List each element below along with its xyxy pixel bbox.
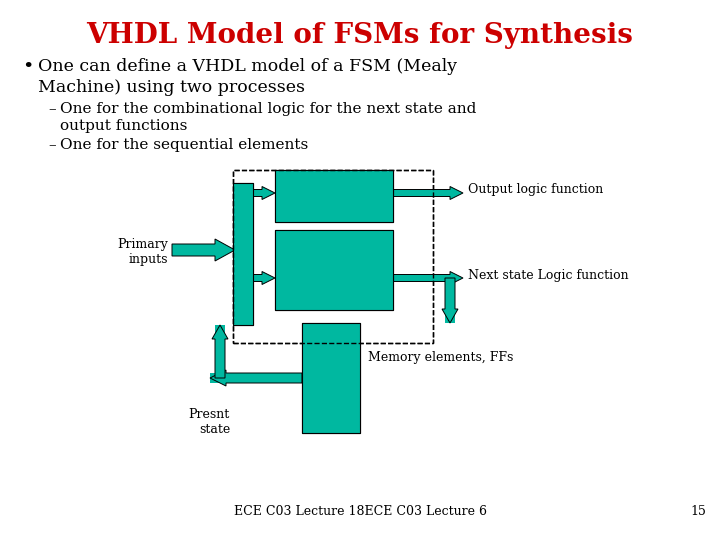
Bar xyxy=(233,170,433,343)
Text: One can define a VHDL model of a FSM (Mealy
Machine) using two processes: One can define a VHDL model of a FSM (Me… xyxy=(38,58,457,96)
Polygon shape xyxy=(172,239,235,261)
Text: –: – xyxy=(48,102,55,116)
Text: Presnt
state: Presnt state xyxy=(189,408,230,436)
Bar xyxy=(275,230,393,310)
Polygon shape xyxy=(393,186,463,199)
Text: Memory elements, FFs: Memory elements, FFs xyxy=(368,350,513,363)
Text: •: • xyxy=(22,58,33,76)
Bar xyxy=(275,170,393,222)
Bar xyxy=(215,325,225,378)
Bar xyxy=(302,323,360,433)
Polygon shape xyxy=(253,186,275,199)
Text: ECE C03 Lecture 18ECE C03 Lecture 6: ECE C03 Lecture 18ECE C03 Lecture 6 xyxy=(233,505,487,518)
Bar xyxy=(445,278,455,323)
Bar xyxy=(233,183,253,325)
Text: Next state Logic function: Next state Logic function xyxy=(468,268,629,281)
Text: –: – xyxy=(48,138,55,152)
Polygon shape xyxy=(212,325,228,378)
Bar xyxy=(275,170,393,222)
Text: One for the combinational logic for the next state and
output functions: One for the combinational logic for the … xyxy=(60,102,477,133)
Text: VHDL Model of FSMs for Synthesis: VHDL Model of FSMs for Synthesis xyxy=(86,22,634,49)
Polygon shape xyxy=(442,278,458,323)
Text: Output logic function: Output logic function xyxy=(468,184,603,197)
Text: 15: 15 xyxy=(690,505,706,518)
Bar xyxy=(275,230,393,310)
Text: One for the sequential elements: One for the sequential elements xyxy=(60,138,308,152)
Polygon shape xyxy=(210,370,302,386)
Text: Primary
inputs: Primary inputs xyxy=(117,238,168,266)
Bar xyxy=(302,323,360,433)
Polygon shape xyxy=(393,272,463,285)
Bar xyxy=(233,170,433,343)
Bar xyxy=(233,183,253,325)
Polygon shape xyxy=(253,272,275,285)
Bar xyxy=(210,373,302,383)
